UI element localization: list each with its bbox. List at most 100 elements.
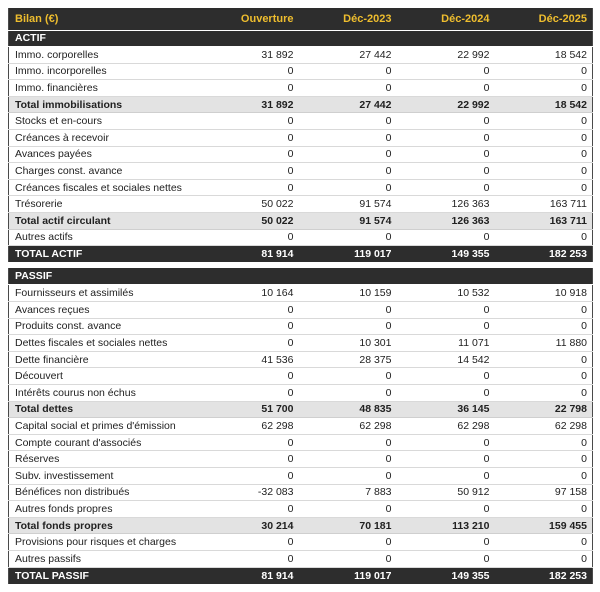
cell-value: 28 375 [298,351,397,369]
cell-value: 14 542 [396,351,495,369]
cell-value: 0 [200,367,299,385]
row-label: Provisions pour risques et charges [8,533,201,551]
row-label: Total fonds propres [8,517,201,535]
cell-value: 10 918 [494,284,593,302]
cell-value: 0 [396,318,495,336]
cell-value: 30 214 [200,517,299,535]
table-row: Immo. corporelles 31 892 27 442 22 992 18 54… [8,46,593,64]
row-label: Subv. investissement [8,467,201,485]
cell-value: 149 355 [396,567,495,584]
table-row: Intérêts courus non échus 0 0 0 0 [8,384,593,402]
row-label: Stocks et en-cours [8,112,201,131]
subtotal-row: Total actif circulant 50 022 91 574 126 363… [8,212,593,230]
table-row: Bénéfices non distribués -32 083 7 883 50 9… [8,484,593,502]
cell-value: 0 [494,533,593,551]
cell-value: 119 017 [298,245,397,263]
column-header-ouverture: Ouverture [200,8,299,31]
cell-value: 0 [200,129,299,147]
row-label: Dettes fiscales et sociales nettes [8,334,201,352]
cell-value: 91 574 [298,195,397,214]
cell-value: 0 [396,162,495,180]
cell-value: 0 [494,500,593,518]
cell-value: 0 [494,129,593,147]
cell-value: 126 363 [396,212,495,230]
row-label: Créances fiscales et sociales nettes [8,179,201,197]
cell-value: 0 [396,129,495,147]
cell-value: 0 [494,162,593,180]
cell-value: 0 [298,146,397,164]
row-label: Fournisseurs et assimilés [8,284,201,302]
cell-value: 0 [200,229,299,247]
table-row: Subv. investissement 0 0 0 0 [8,467,593,485]
cell-value: 62 298 [494,417,593,435]
row-label: Capital social et primes d'émission [8,417,201,435]
cell-value: 0 [396,79,495,97]
cell-value: 18 542 [494,96,593,114]
cell-value: 0 [298,384,397,402]
cell-value: 0 [200,63,299,81]
row-label: Avances payées [8,146,201,164]
row-label: Découvert [8,367,201,385]
row-label: Charges const. avance [8,162,201,180]
row-label: Total dettes [8,401,201,419]
cell-value: 36 145 [396,401,495,419]
cell-value: 62 298 [200,417,299,435]
table-row: Découvert 0 0 0 0 [8,367,593,385]
cell-value: 0 [494,450,593,468]
cell-value: 22 992 [396,46,495,64]
cell-value: 11 880 [494,334,593,352]
cell-value: 0 [494,467,593,485]
cell-value: 0 [298,467,397,485]
cell-value: 22 798 [494,401,593,419]
cell-value: 0 [396,550,495,568]
table-row: Compte courant d'associés 0 0 0 0 [8,434,593,452]
cell-value: 50 022 [200,212,299,230]
table-row: Avances payées 0 0 0 0 [8,146,593,164]
cell-value: 81 914 [200,567,299,584]
table-row: Provisions pour risques et charges 0 0 0 0 [8,533,593,551]
table-title: Bilan (€) [8,8,201,31]
cell-value: 0 [396,301,495,319]
column-header-dec-2025: Déc-2025 [494,8,593,31]
subtotal-row: Total immobilisations 31 892 27 442 22 992 1… [8,96,593,114]
cell-value: 0 [396,112,495,131]
cell-value: 70 181 [298,517,397,535]
cell-value: 0 [298,450,397,468]
table-row: Créances à recevoir 0 0 0 0 [8,129,593,147]
cell-value: 10 532 [396,284,495,302]
cell-value: 50 912 [396,484,495,502]
table-header: Bilan (€) Ouverture Déc-2023 Déc-2024 Dé… [8,8,593,31]
row-label: Immo. financières [8,79,201,97]
row-label: Autres actifs [8,229,201,247]
cell-value: 0 [200,162,299,180]
table-row: Autres actifs 0 0 0 0 [8,229,593,247]
cell-value: 0 [200,301,299,319]
cell-value: 0 [396,450,495,468]
cell-value: 0 [298,112,397,131]
row-label: Avances reçues [8,301,201,319]
table-row: Charges const. avance 0 0 0 0 [8,162,593,180]
cell-value: 0 [298,550,397,568]
section-header-row: PASSIF [8,268,593,286]
table-row: Dette financière 41 536 28 375 14 542 0 [8,351,593,369]
table-header-row: Bilan (€) Ouverture Déc-2023 Déc-2024 Dé… [8,8,593,31]
cell-value: 0 [200,79,299,97]
row-label: Compte courant d'associés [8,434,201,452]
cell-value: 0 [494,550,593,568]
section-header-row: ACTIF [8,30,593,48]
cell-value: 10 164 [200,284,299,302]
table-row: Créances fiscales et sociales nettes 0 0 0 0 [8,179,593,197]
table-row: Dettes fiscales et sociales nettes 0 10 30… [8,334,593,352]
table-row: Immo. financières 0 0 0 0 [8,79,593,97]
table-row: Réserves 0 0 0 0 [8,450,593,468]
cell-value: 0 [298,367,397,385]
cell-value: 0 [396,146,495,164]
row-label: Immo. incorporelles [8,63,201,81]
cell-value: 0 [494,367,593,385]
cell-value: 0 [396,434,495,452]
cell-value: 10 159 [298,284,397,302]
cell-value: 0 [494,229,593,247]
cell-value: 0 [200,434,299,452]
cell-value: 0 [494,179,593,197]
